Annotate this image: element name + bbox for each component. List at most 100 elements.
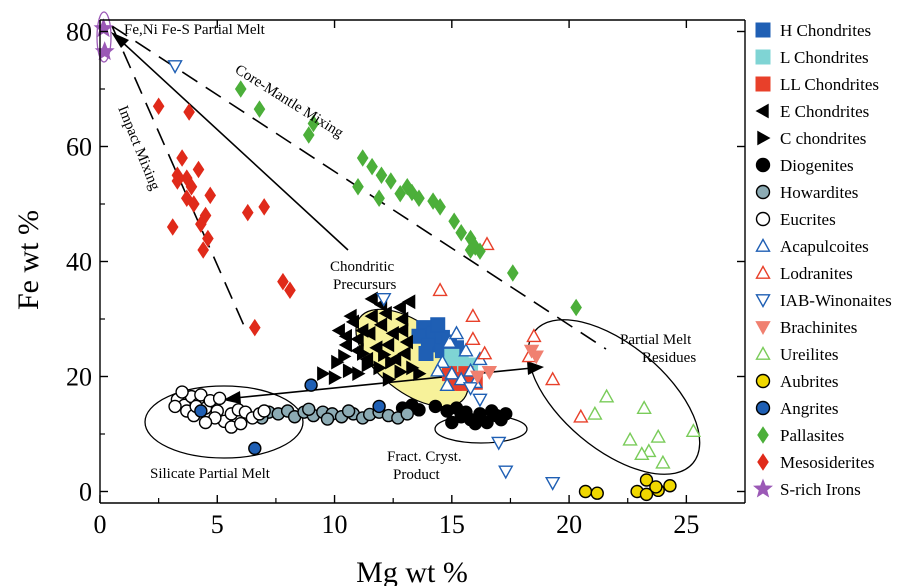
point-e-chondrites [380,337,395,353]
legend-marker-angrites [755,400,771,416]
point-aubrites [663,479,677,493]
legend-item-c-chondrites: C chondrites [757,129,866,148]
point-mesosiderites [188,195,200,213]
point-e-chondrites [395,323,409,338]
point-acapulcoites [444,365,460,380]
series-ureilites [587,388,702,469]
point-pallasites [506,264,519,282]
point-e-chondrites [364,308,378,324]
point-angrites [304,378,318,392]
legend-item-eucrites: Eucrites [755,210,836,229]
legend-marker-acapulcoites [755,238,771,252]
point-pallasites [352,178,364,196]
legend: H Chondrites L Chondrites LL Chondrites E C… [753,21,892,499]
series-howardites [255,402,414,426]
legend-marker-l-chondrites [755,49,771,65]
legend-label: H Chondrites [780,21,871,40]
legend-label: C chondrites [780,129,866,148]
double-arrow-head-left [223,391,241,404]
point-e-chondrites [397,346,411,361]
point-e-chondrites [402,294,416,310]
point-mesosiderites [277,272,289,291]
point-iab-winonaites [167,60,183,74]
point-h-chondrites [418,346,434,361]
point-c-chondrites [317,366,331,381]
point-pallasites [413,189,425,207]
legend-marker-diogenites [755,157,771,173]
point-c-chondrites [342,363,357,379]
point-mesosiderites [248,318,261,337]
legend-label: Eucrites [780,210,836,229]
point-mesosiderites [204,186,217,205]
point-diogenites [468,416,482,431]
point-iab-winonaites [376,292,392,307]
point-mesosiderites [195,215,207,233]
point-angrites [372,399,386,414]
point-brachinites [523,344,540,359]
series-pallasites [234,80,582,317]
point-ureilites [587,405,603,420]
annotation-residues: Residues [642,350,696,366]
legend-label: L Chondrites [780,48,869,67]
annotation-fe-ni-fes: Fe,Ni Fe-S Partial Melt [124,22,266,38]
legend-item-brachinites: Brachinites [755,318,857,337]
partial-melt-residues-region [527,319,701,475]
point-lodranites [526,328,542,343]
legend-label: Brachinites [780,318,857,337]
point-eucrites [212,391,227,406]
point-lodranites [573,408,589,423]
point-diogenites [484,404,499,418]
point-c-chondrites [338,349,352,364]
point-lodranites [544,371,561,386]
legend-marker-lodranites [755,265,771,279]
x-tick-label: 10 [322,510,348,539]
point-diogenites [459,405,473,419]
x-tick-label: 0 [94,510,107,539]
legend-label: Ureilites [780,345,839,364]
point-brachinites [481,366,498,380]
point-e-chondrites [355,323,369,338]
point-ureilites [655,454,671,469]
point-c-chondrites [331,354,345,370]
point-e-chondrites [399,334,413,350]
point-iab-winonaites [491,436,507,451]
series-aubrites [578,473,677,502]
point-e-chondrites [338,328,352,344]
point-mesosiderites [258,198,270,216]
point-c-chondrites [356,346,371,361]
point-c-chondrites [352,366,366,381]
x-tick-label: 5 [211,510,224,539]
legend-item-iab-winonaites: IAB-Winonaites [755,291,892,310]
point-brachinites [469,370,486,385]
legend-item-howardites: Howardites [755,183,858,202]
point-pallasites [474,242,486,260]
point-ureilites [598,388,615,403]
legend-item-l-chondrites: L Chondrites [755,48,869,67]
point-pallasites [366,157,378,176]
point-pallasites [356,149,369,167]
legend-item-h-chondrites: H Chondrites [755,21,871,40]
legend-item-e-chondrites: E Chondrites [755,102,869,121]
point-lodranites [476,345,493,360]
legend-marker-ureilites [755,346,771,360]
series-iab-winonaites [167,60,561,491]
legend-item-ll-chondrites: LL Chondrites [755,75,879,94]
point-e-chondrites [395,311,409,327]
point-mesosiderites [241,203,254,222]
series-angrites [194,378,386,456]
point-pallasites [394,184,407,203]
series-mesosiderites [152,97,296,337]
point-c-chondrites [406,360,420,376]
point-acapulcoites [434,354,451,369]
point-howardites [400,407,414,421]
point-aubrites [578,484,593,499]
annotation-chondritic: Chondritic [330,259,395,275]
legend-item-pallasites: Pallasites [757,426,844,445]
x-tick-label: 25 [673,510,699,539]
y-tick-label: 40 [66,248,92,277]
legend-marker-s-rich-irons [753,478,773,498]
point-mesosiderites [183,103,195,121]
legend-label: Mesosiderites [780,453,874,472]
legend-marker-ll-chondrites [755,76,771,92]
point-e-chondrites [364,291,378,307]
